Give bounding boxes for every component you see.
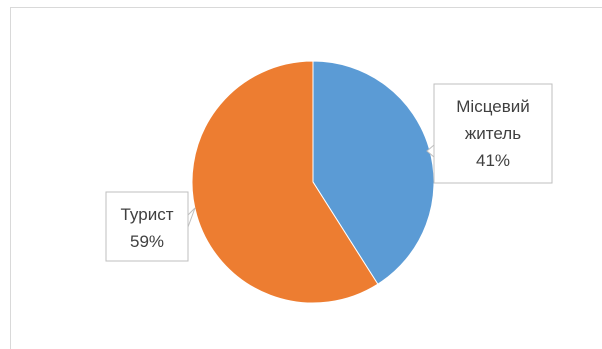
data-label-pointer-1	[187, 207, 196, 228]
data-label-box-1	[105, 191, 189, 262]
data-label-0-line-0: Місцевий	[456, 97, 529, 116]
data-label-1: Турист 59%	[105, 191, 196, 262]
data-label-0-line-2: 41%	[476, 151, 510, 170]
pie-slices	[191, 60, 435, 304]
data-label-0-line-1: житель	[465, 124, 521, 143]
data-label-1-line-1: 59%	[130, 232, 164, 251]
data-label-box-0	[433, 83, 553, 184]
data-label-0: Місцевий житель 41%	[426, 83, 553, 184]
pie-slice-0	[312, 60, 435, 285]
data-label-callouts: Місцевий житель 41% Турист 59%	[105, 83, 553, 262]
data-label-1-line-0: Турист	[121, 205, 174, 224]
data-label-pointer-0	[426, 143, 435, 159]
pie-slice-1	[191, 60, 379, 304]
